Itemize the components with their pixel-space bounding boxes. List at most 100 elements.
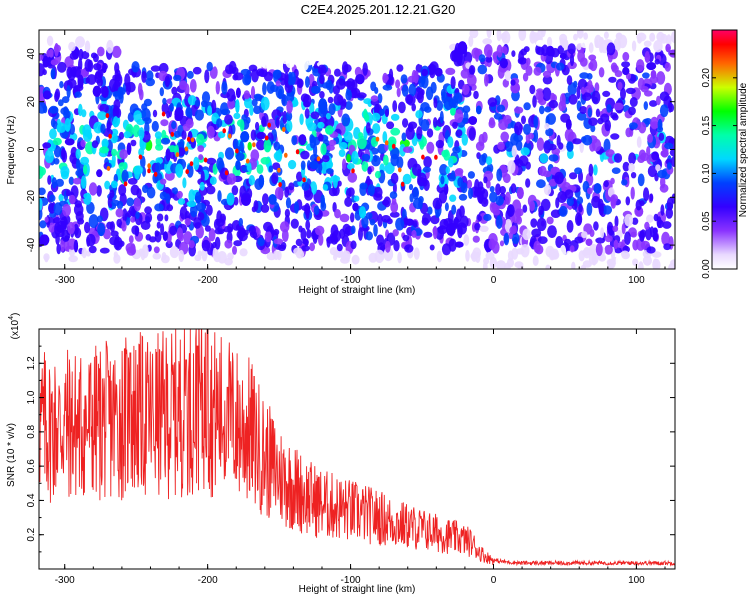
heatmap-cell xyxy=(121,220,127,232)
heatmap-cell xyxy=(421,217,429,226)
heatmap-cell xyxy=(304,39,314,48)
heatmap-cell xyxy=(604,235,613,243)
heatmap-cell xyxy=(613,153,623,163)
heatmap-cell xyxy=(127,112,135,123)
heatmap-cell xyxy=(434,67,443,77)
heatmap-cell xyxy=(397,251,402,264)
heatmap-cell xyxy=(344,197,353,207)
heatmap-cell xyxy=(268,194,277,205)
heatmap-cell xyxy=(630,231,637,238)
heatmap-cell xyxy=(620,250,630,258)
heatmap-cell xyxy=(604,119,611,132)
heatmap-cell xyxy=(66,85,71,99)
heatmap-cell xyxy=(175,163,184,177)
heatmap-cell xyxy=(286,40,294,52)
heatmap-cell xyxy=(260,204,270,213)
heatmap-cell xyxy=(350,225,356,234)
heatmap-cell xyxy=(256,131,267,140)
heatmap-cell xyxy=(52,121,58,130)
heatmap-cell xyxy=(460,182,468,194)
heatmap-cell xyxy=(555,62,565,71)
heatmap-cell xyxy=(359,182,368,190)
heatmap-cell xyxy=(538,205,544,216)
heatmap-cell xyxy=(39,234,50,246)
heatmap-cell xyxy=(520,244,530,258)
heatmap-cell xyxy=(206,157,217,165)
heatmap-cell xyxy=(333,55,338,67)
heatmap-cell xyxy=(145,212,153,223)
heatmap-peak-cell xyxy=(170,131,175,137)
heatmap-cell xyxy=(194,99,200,107)
heatmap-peak-cell xyxy=(203,157,208,163)
heatmap-cell xyxy=(621,179,628,186)
heatmap-cell xyxy=(598,203,604,216)
heatmap-cell xyxy=(459,205,465,218)
heatmap-peak-cell xyxy=(138,154,143,160)
heatmap-cell xyxy=(530,218,538,228)
heatmap-cell xyxy=(101,63,107,74)
heatmap-cell xyxy=(39,220,47,229)
heatmap-cell xyxy=(486,30,492,39)
heatmap-cell xyxy=(473,90,479,100)
heatmap-cell xyxy=(127,178,138,185)
heatmap-cell xyxy=(649,32,656,42)
heatmap-cell xyxy=(542,75,553,85)
heatmap-cell xyxy=(317,121,325,129)
snr-scale-exp: 4 xyxy=(8,316,15,320)
heatmap-cell xyxy=(446,223,456,236)
heatmap-cell xyxy=(539,153,549,164)
heatmap-cell xyxy=(653,40,663,53)
heatmap-cell xyxy=(263,139,272,153)
heatmap-cell xyxy=(391,58,396,66)
heatmap-cell xyxy=(88,182,98,196)
heatmap-cell xyxy=(251,68,259,83)
heatmap-cell xyxy=(511,232,520,245)
heatmap-cell xyxy=(625,196,631,206)
heatmap-cell xyxy=(322,184,329,191)
heatmap-cell xyxy=(39,207,43,221)
heatmap-cell xyxy=(241,193,251,206)
heatmap-cell xyxy=(622,51,630,62)
heatmap-cell xyxy=(608,76,617,83)
heatmap-cell xyxy=(602,205,613,215)
heatmap-cell xyxy=(597,117,604,125)
heatmap-cell xyxy=(430,81,437,94)
heatmap-cell xyxy=(450,107,456,116)
heatmap-cell xyxy=(248,64,258,72)
heatmap-cell xyxy=(281,229,289,242)
heatmap-cell xyxy=(206,204,213,216)
heatmap-cell xyxy=(389,211,400,218)
heatmap-cell xyxy=(217,47,224,56)
heatmap-cell xyxy=(75,36,85,48)
heatmap-cell xyxy=(418,199,423,210)
heatmap-cell xyxy=(44,255,49,263)
heatmap-cell xyxy=(194,254,202,262)
heatmap-cell xyxy=(472,235,480,243)
heatmap-cell xyxy=(631,217,639,225)
heatmap-cell xyxy=(455,168,464,175)
heatmap-cell xyxy=(125,82,131,96)
heatmap-cell xyxy=(225,64,234,75)
heatmap-cell xyxy=(395,50,402,59)
heatmap-cell xyxy=(159,191,168,200)
heatmap-cell xyxy=(244,74,252,85)
heatmap-cell xyxy=(659,91,670,102)
heatmap-cell xyxy=(400,74,408,84)
heatmap-cell xyxy=(233,72,244,81)
heatmap-cell xyxy=(485,55,493,63)
heatmap-cell xyxy=(284,71,289,84)
heatmap-cell xyxy=(227,223,234,234)
heatmap-peak-cell xyxy=(245,158,250,164)
heatmap-cell xyxy=(88,245,97,254)
heatmap-cell xyxy=(60,239,66,252)
heatmap-cell xyxy=(396,64,404,72)
heatmap-cell xyxy=(58,193,64,202)
heatmap-cell xyxy=(86,233,96,247)
heatmap-peak-cell xyxy=(302,177,306,183)
heatmap-cell xyxy=(290,218,299,229)
heatmap-cell xyxy=(503,232,510,246)
heatmap-cell xyxy=(629,122,638,130)
heatmap-cell xyxy=(107,195,113,209)
heatmap-cell xyxy=(665,43,671,53)
heatmap-cell xyxy=(440,88,446,98)
